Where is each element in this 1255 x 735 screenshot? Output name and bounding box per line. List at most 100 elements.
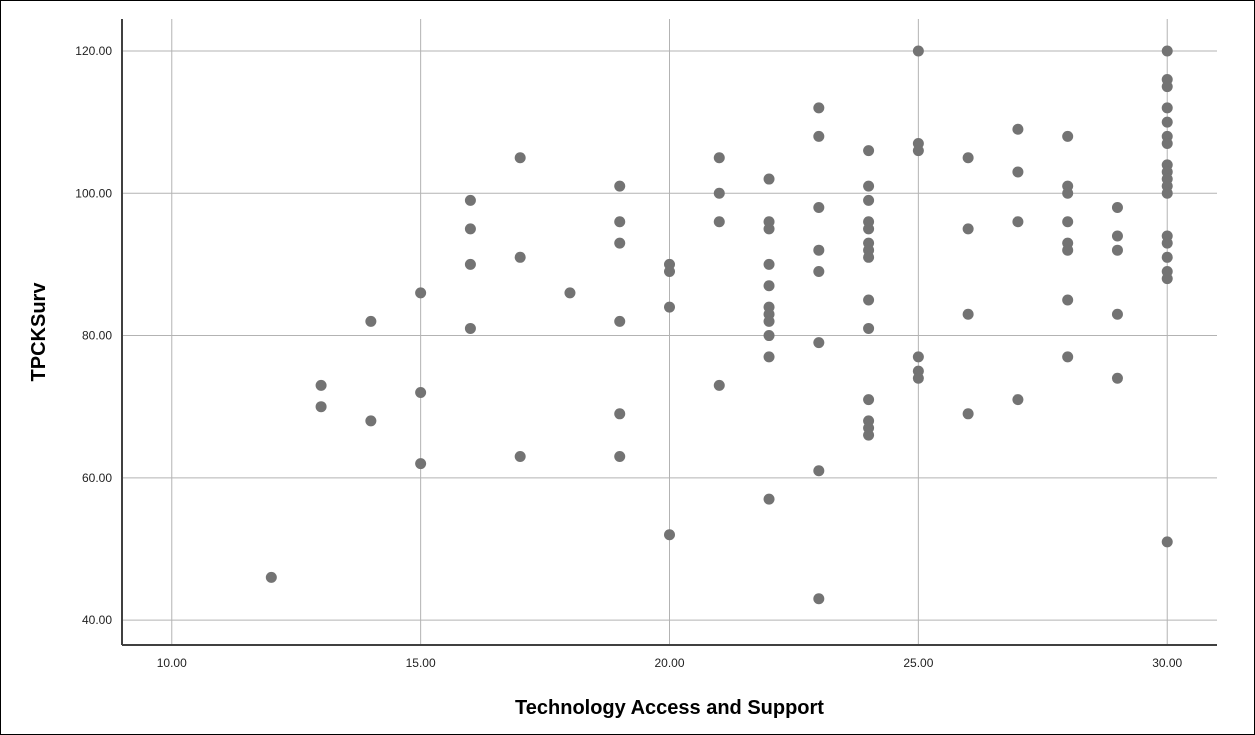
data-point (1111, 308, 1123, 320)
y-tick-label: 60.00 (82, 471, 112, 485)
data-point (863, 322, 875, 334)
data-point (962, 152, 974, 164)
data-points (265, 45, 1173, 605)
axes (121, 19, 1217, 646)
data-point (365, 415, 377, 427)
data-point (863, 180, 875, 192)
data-point (1161, 273, 1173, 285)
data-point (664, 301, 675, 313)
data-point (514, 152, 526, 164)
data-point (1111, 244, 1123, 256)
data-point (813, 465, 825, 477)
data-point (1161, 137, 1173, 149)
data-point (614, 408, 626, 420)
data-point (315, 379, 327, 391)
data-point (664, 529, 675, 541)
data-point (1161, 237, 1173, 249)
data-point (464, 194, 476, 206)
data-point (863, 145, 875, 157)
data-point (962, 223, 974, 235)
data-point (713, 379, 725, 391)
data-point (315, 401, 327, 413)
x-axis-title: Technology Access and Support (515, 697, 824, 719)
data-point (1062, 130, 1074, 142)
data-point (763, 330, 775, 342)
data-point (912, 145, 924, 157)
data-point (1111, 230, 1123, 242)
data-point (912, 351, 924, 363)
y-tick-label: 80.00 (82, 329, 112, 343)
data-point (564, 287, 576, 299)
x-tick-label: 25.00 (903, 656, 933, 670)
data-point (664, 266, 675, 278)
data-point (464, 223, 476, 235)
data-point (763, 258, 775, 270)
data-point (863, 223, 875, 235)
data-point (713, 216, 725, 228)
gridlines (122, 19, 1217, 645)
x-tick-label: 15.00 (406, 656, 436, 670)
data-point (912, 45, 924, 57)
data-point (713, 152, 725, 164)
data-point (813, 266, 825, 278)
data-point (1161, 251, 1173, 263)
y-axis-title: TPCKSurv (28, 282, 50, 382)
data-point (813, 130, 825, 142)
data-point (863, 429, 875, 441)
data-point (1161, 81, 1173, 93)
data-point (962, 308, 974, 320)
data-point (1111, 372, 1123, 384)
data-point (1012, 216, 1024, 228)
data-point (912, 372, 924, 384)
data-point (813, 337, 825, 349)
data-point (763, 315, 775, 327)
x-tick-label: 10.00 (157, 656, 187, 670)
y-tick-labels: 40.00 60.00 80.00 100.00 120.00 (75, 44, 112, 627)
data-point (763, 280, 775, 292)
data-point (614, 237, 626, 249)
data-point (464, 322, 476, 334)
data-point (1161, 45, 1173, 57)
data-point (813, 102, 825, 114)
data-point (1062, 351, 1074, 363)
data-point (763, 173, 775, 185)
data-point (614, 180, 626, 192)
data-point (415, 287, 427, 299)
data-point (1161, 536, 1173, 548)
x-tick-label: 20.00 (654, 656, 684, 670)
data-point (813, 593, 825, 605)
data-point (514, 450, 526, 462)
data-point (415, 386, 427, 398)
data-point (1161, 187, 1173, 199)
data-point (713, 187, 725, 199)
data-point (763, 351, 775, 363)
y-tick-label: 40.00 (82, 613, 112, 627)
data-point (863, 251, 875, 263)
data-point (863, 394, 875, 406)
y-tick-label: 100.00 (75, 186, 112, 200)
data-point (1062, 294, 1074, 306)
data-point (1111, 202, 1123, 214)
data-point (962, 408, 974, 420)
data-point (514, 251, 526, 263)
data-point (813, 244, 825, 256)
data-point (464, 258, 476, 270)
y-tick-label: 120.00 (75, 44, 112, 58)
data-point (1062, 244, 1074, 256)
data-point (1012, 123, 1024, 135)
data-point (863, 294, 875, 306)
data-point (614, 216, 626, 228)
data-point (265, 571, 277, 583)
data-point (614, 450, 626, 462)
data-point (614, 315, 626, 327)
data-point (763, 493, 775, 505)
data-point (1161, 102, 1173, 114)
data-point (763, 223, 775, 235)
x-tick-labels: 10.00 15.00 20.00 25.00 30.00 (157, 656, 1183, 670)
data-point (365, 315, 377, 327)
data-point (1161, 116, 1173, 128)
data-point (863, 194, 875, 206)
data-point (813, 202, 825, 214)
